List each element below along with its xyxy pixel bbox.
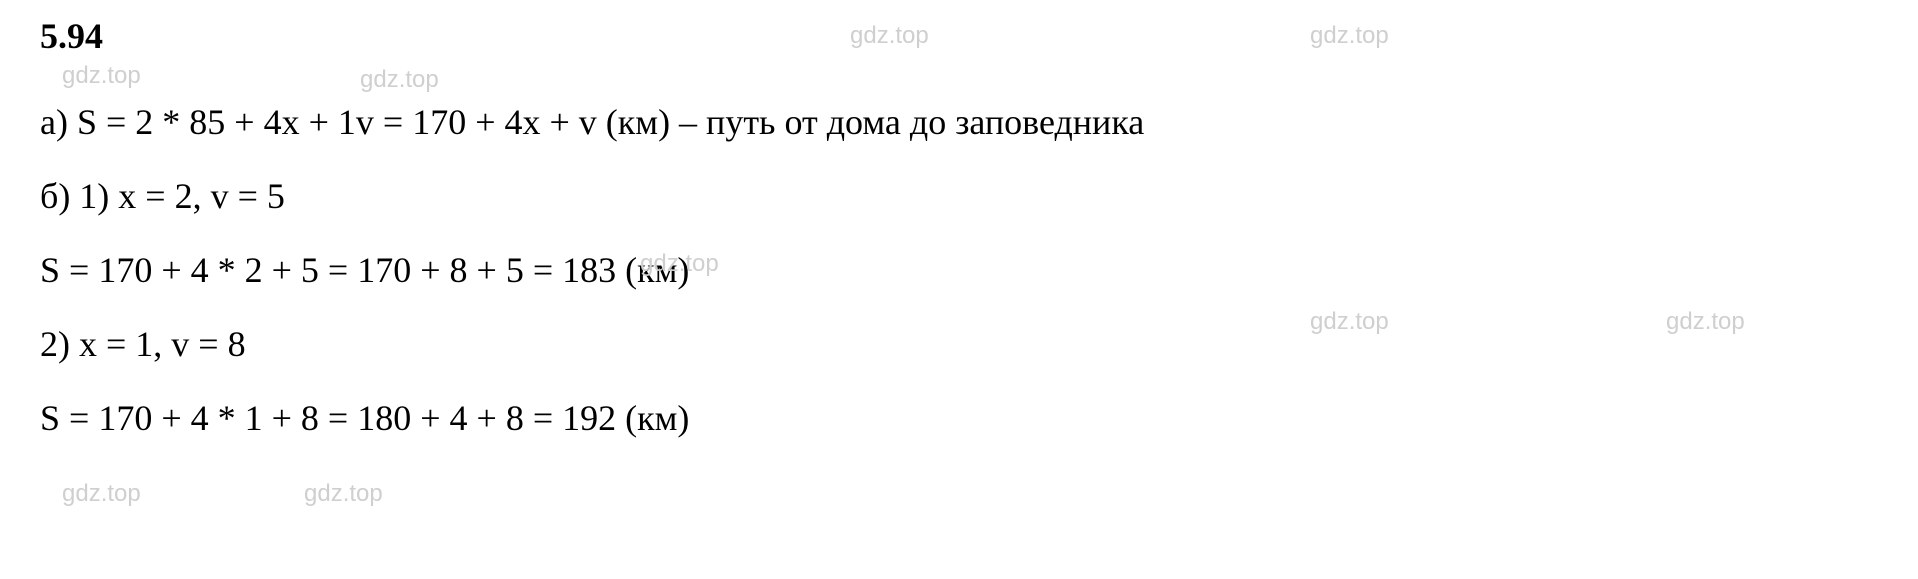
line-a: а) S = 2 * 85 + 4x + 1v = 170 + 4x + v (…	[40, 104, 1880, 140]
math-solution-block: 5.94 а) S = 2 * 85 + 4x + 1v = 170 + 4x …	[40, 18, 1880, 474]
line-c-calc: S = 170 + 4 * 1 + 8 = 180 + 4 + 8 = 192 …	[40, 400, 1880, 436]
problem-number: 5.94	[40, 18, 1880, 54]
watermark-text: gdz.top	[62, 480, 141, 508]
watermark-text: gdz.top	[304, 480, 383, 508]
line-c-intro: 2) x = 1, v = 8	[40, 326, 1880, 362]
line-b-calc: S = 170 + 4 * 2 + 5 = 170 + 8 + 5 = 183 …	[40, 252, 1880, 288]
line-b-intro: б) 1) x = 2, v = 5	[40, 178, 1880, 214]
